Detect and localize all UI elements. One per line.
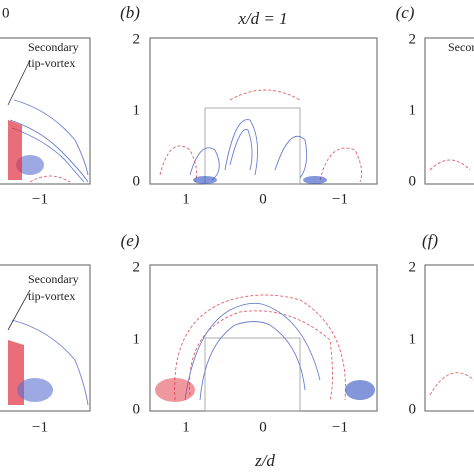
panel-frame bbox=[0, 37, 91, 185]
x-tick-label: −1 bbox=[332, 191, 348, 207]
x-tick-label: −1 bbox=[32, 191, 48, 207]
y-tick-label: 0 bbox=[133, 401, 141, 417]
annotation: Secondary bbox=[28, 272, 79, 286]
body-outline bbox=[204, 107, 301, 185]
panel-frame bbox=[149, 37, 378, 185]
y-tick-label: 0 bbox=[409, 173, 417, 189]
y-tick-label: 1 bbox=[409, 102, 417, 118]
panel-label: (c) bbox=[396, 3, 415, 22]
y-tick-label: 2 bbox=[409, 31, 417, 47]
y-tick-label: 2 bbox=[133, 259, 141, 275]
x-tick-label: −1 bbox=[332, 419, 348, 435]
body-outline bbox=[204, 337, 301, 412]
panel-title: x/d = 1 bbox=[237, 9, 287, 28]
y-tick-label: 1 bbox=[133, 102, 141, 118]
y-tick-label: 1 bbox=[133, 331, 141, 347]
y-tick-label: 0 bbox=[133, 173, 141, 189]
annotation: Secondary bbox=[28, 40, 79, 54]
annotation: tip-vortex bbox=[28, 289, 75, 303]
y-tick-label: 0 bbox=[409, 401, 417, 417]
contours bbox=[7, 59, 474, 406]
x-tick-label: 0 bbox=[259, 419, 267, 435]
x-tick-label: 1 bbox=[182, 419, 190, 435]
panel-label: (b) bbox=[120, 3, 140, 22]
panel-label: (f) bbox=[422, 231, 438, 250]
annotation: Secondary bbox=[448, 40, 474, 54]
panel-frame bbox=[0, 264, 91, 412]
y-tick-label: 2 bbox=[409, 259, 417, 275]
x-tick-label: 0 bbox=[259, 191, 267, 207]
y-tick-label: 2 bbox=[133, 31, 141, 47]
y-tick-label: 1 bbox=[409, 331, 417, 347]
panel-label: (e) bbox=[121, 231, 140, 250]
panel-frame bbox=[424, 264, 474, 412]
x-axis-label: z/d bbox=[254, 451, 275, 470]
annotation: tip-vortex bbox=[28, 56, 75, 70]
x-tick-label: 1 bbox=[182, 191, 190, 207]
x-tick-label: −1 bbox=[32, 419, 48, 435]
fragment-label: 0 bbox=[2, 5, 10, 21]
panel-frame bbox=[424, 37, 474, 185]
